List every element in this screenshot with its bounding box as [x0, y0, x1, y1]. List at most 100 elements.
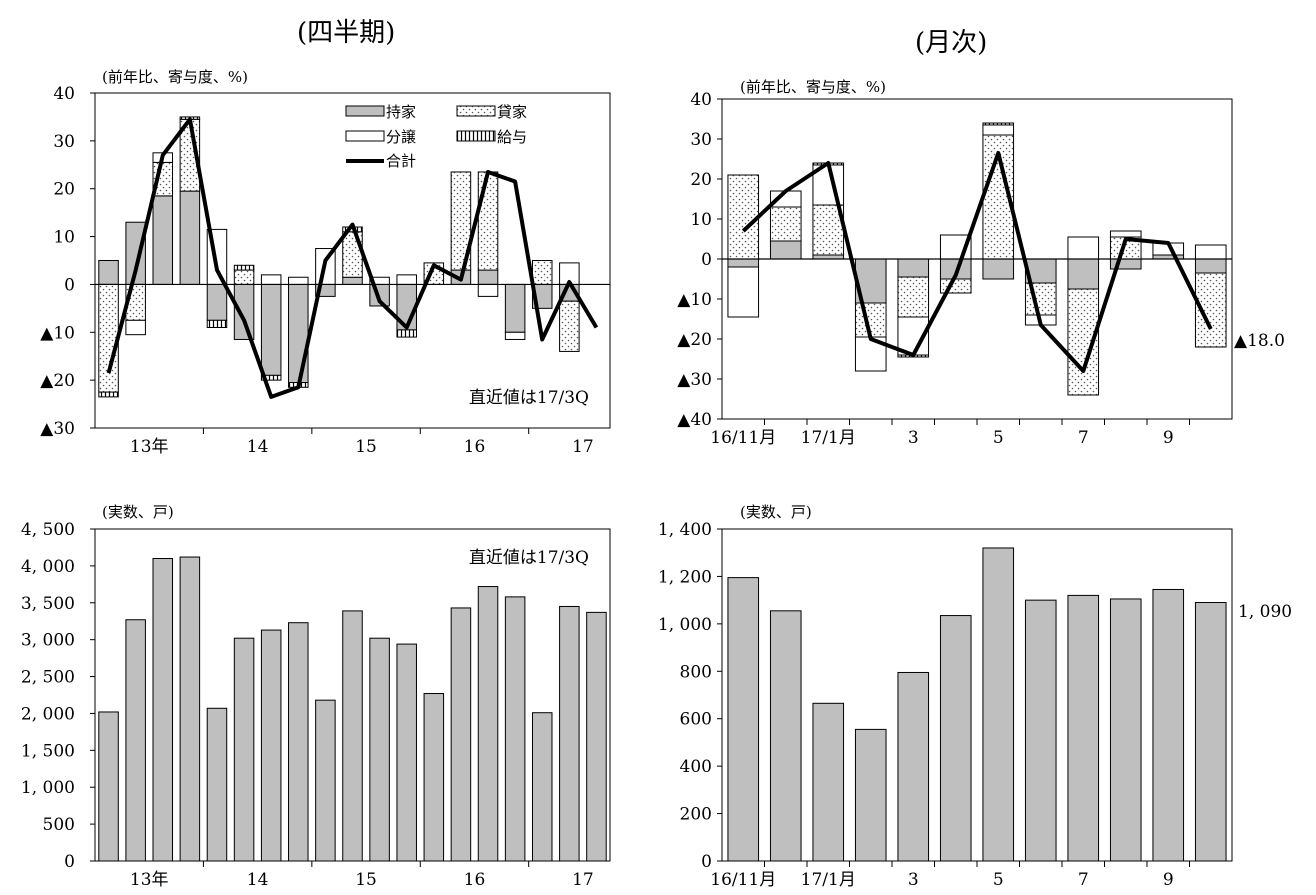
y-tick-label: 3, 500 [21, 594, 75, 614]
monthly-title: (月次) [915, 28, 988, 58]
y-tick-label: 400 [680, 757, 712, 777]
bar-segment-sale [260, 274, 282, 285]
legend-swatch-rental [456, 105, 496, 117]
bar-segment-owner [477, 269, 499, 285]
y-tick-label: ▲10 [677, 290, 712, 310]
y-tick-label: ▲30 [40, 419, 75, 439]
bar [812, 702, 845, 862]
bar-segment-owner [1194, 258, 1227, 274]
chart1-unit-label: (前年比、寄与度、%) [102, 68, 248, 86]
y-tick-label: 1, 400 [658, 520, 712, 540]
x-tick-label: 7 [1078, 428, 1089, 448]
y-tick-label: 30 [690, 130, 712, 150]
bar-segment-owner [260, 283, 282, 376]
y-tick-label: ▲20 [40, 371, 75, 391]
legend-swatch-owner [345, 105, 385, 117]
x-tick-label: 16/11月 [710, 870, 776, 890]
bar-segment-sale [1194, 244, 1227, 260]
bar [1067, 594, 1100, 862]
x-tick-label: 16 [464, 870, 486, 890]
y-tick-label: ▲10 [40, 323, 75, 343]
bar [260, 629, 282, 862]
x-tick-label: 3 [908, 870, 919, 890]
x-tick-label: 17/1月 [801, 870, 856, 890]
bar-segment-rental [531, 260, 553, 285]
bar [98, 711, 119, 862]
chart-quarterly-contrib: (前年比、寄与度、%) 直近値は17/3Q 40 30 20 10 0 ▲10 ▲20 ▲30… [40, 68, 611, 457]
bar [477, 586, 499, 862]
bar-segment-owner [288, 283, 309, 384]
bar-segment-rental [477, 171, 499, 271]
quarterly-title: (四半期) [297, 18, 396, 48]
x-tick-label: 14 [247, 870, 269, 890]
y-tick-label: ▲40 [677, 410, 712, 430]
bar-segment-sale [125, 319, 146, 336]
bar-segment-owner [727, 258, 760, 268]
chart1-annotation: 直近値は17/3Q [469, 388, 589, 408]
bar-segment-rental [233, 269, 255, 285]
bar [769, 610, 802, 862]
bar-segment-sale [1067, 236, 1100, 260]
y-tick-label: 2, 000 [21, 704, 75, 724]
y-tick-label: 40 [690, 90, 712, 110]
chart-quarterly-count: (実数、戸) 直近値は17/3Q 4, 500 4, 000 3, 500 3, 00… [21, 503, 611, 890]
bar [206, 707, 228, 862]
y-tick-label: 0 [701, 852, 712, 872]
y-tick-label: 1, 000 [21, 778, 75, 798]
bar [152, 558, 174, 862]
bar [504, 596, 526, 862]
bar-segment-owner [179, 190, 201, 285]
bar [396, 643, 417, 862]
y-tick-label: 800 [680, 662, 712, 682]
bar-segment-rental [450, 171, 472, 271]
legend-swatch-issued [456, 130, 496, 142]
bar [982, 547, 1015, 862]
total-line [741, 151, 1213, 373]
legend-label-rental: 貸家 [497, 103, 527, 121]
chart2-unit-label: (前年比、寄与度、%) [740, 78, 886, 96]
y-tick-label: 20 [53, 180, 75, 200]
bar [1109, 598, 1142, 862]
bar [897, 671, 930, 862]
bar-segment-sale [288, 276, 309, 285]
bar [939, 615, 972, 862]
x-tick-label: 16 [464, 437, 486, 457]
bar-segment-rental [769, 206, 802, 242]
bar [342, 610, 363, 862]
chart2-frame [721, 98, 1233, 420]
bar [727, 577, 760, 862]
chart1-frame [94, 92, 611, 429]
x-tick-label: 15 [355, 437, 377, 457]
bar [1152, 588, 1185, 862]
x-tick-label: 9 [1163, 428, 1174, 448]
bar-segment-owner [504, 283, 526, 333]
y-tick-label: 1, 200 [658, 567, 712, 587]
x-tick-label: 17 [572, 870, 594, 890]
chart-monthly-contrib: (前年比、寄与度、%) 40 30 20 10 0 ▲10 ▲20 ▲30 ▲40 16/11月… [677, 78, 1285, 448]
bar [1024, 599, 1057, 862]
bar-segment-owner [897, 258, 930, 278]
chart3-unit-label: (実数、戸) [102, 503, 174, 521]
bar-segment-rental [559, 300, 580, 352]
y-tick-label: 4, 000 [21, 557, 75, 577]
bar-segment-issued [260, 374, 282, 381]
bar [450, 607, 472, 862]
bar [125, 619, 146, 862]
bar-segment-owner [152, 195, 174, 285]
bar-segment-owner [1067, 258, 1100, 290]
y-tick-label: 1, 000 [658, 615, 712, 635]
x-tick-label: 17 [572, 437, 594, 457]
chart2-end-label: ▲18.0 [1234, 331, 1285, 351]
bar-segment-sale [396, 274, 417, 285]
x-tick-label: 5 [993, 870, 1004, 890]
y-tick-label: 20 [690, 170, 712, 190]
chart4-frame [721, 528, 1233, 862]
bar-segment-owner [342, 276, 363, 285]
legend-label-sale: 分譲 [386, 128, 416, 146]
bar [288, 622, 309, 862]
chart3-frame [94, 528, 611, 862]
x-tick-label: 7 [1078, 870, 1089, 890]
bar [1194, 602, 1227, 862]
bar-segment-owner [233, 283, 255, 340]
